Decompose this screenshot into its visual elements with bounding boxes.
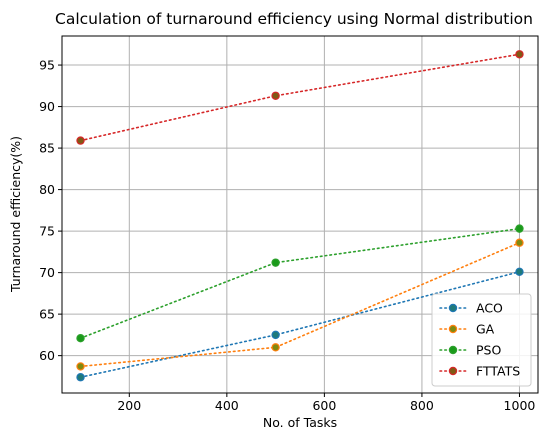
data-point-ga bbox=[271, 343, 280, 352]
legend-marker bbox=[448, 366, 458, 376]
legend-item-aco: ACO bbox=[439, 301, 503, 316]
data-point-fttats bbox=[76, 136, 85, 145]
data-point-ga bbox=[76, 362, 85, 371]
series-line-fttats bbox=[79, 53, 521, 142]
y-tick-label: 70 bbox=[39, 265, 55, 280]
data-point-aco bbox=[271, 330, 280, 340]
y-tick-label: 85 bbox=[39, 141, 55, 156]
y-tick-label: 75 bbox=[39, 224, 55, 239]
legend-label: PSO bbox=[476, 343, 501, 358]
x-axis-label: No. of Tasks bbox=[263, 415, 337, 430]
x-tick-label: 600 bbox=[312, 398, 336, 413]
series-line-aco bbox=[79, 270, 521, 379]
series-fttats bbox=[76, 50, 524, 145]
data-point-fttats bbox=[515, 50, 524, 59]
y-tick-label: 65 bbox=[39, 307, 55, 322]
y-tick-label: 90 bbox=[39, 99, 55, 114]
y-tick-label: 80 bbox=[39, 182, 55, 197]
axis-ticks: 200 400 600 800 1000 60 65 70 75 80 85 90 95 bbox=[39, 58, 535, 413]
chart-title: Calculation of turnaround efficiency usi… bbox=[55, 10, 533, 28]
x-tick-label: 1000 bbox=[504, 398, 536, 413]
legend-marker bbox=[448, 324, 458, 334]
series-ga bbox=[76, 238, 524, 371]
legend-marker bbox=[448, 303, 458, 313]
legend-label: FTTATS bbox=[476, 364, 520, 379]
series-layer bbox=[76, 50, 524, 382]
legend: ACO GA PSO FTTATS bbox=[431, 293, 532, 387]
data-point-aco bbox=[515, 267, 524, 276]
legend-item-pso: PSO bbox=[439, 343, 501, 358]
legend-marker bbox=[448, 345, 458, 355]
legend-label: GA bbox=[476, 322, 495, 337]
legend-label: ACO bbox=[476, 301, 503, 316]
data-point-ga bbox=[515, 238, 524, 247]
series-aco bbox=[76, 267, 524, 382]
x-tick-label: 200 bbox=[117, 398, 141, 413]
legend-box bbox=[431, 293, 532, 387]
plot-frame bbox=[61, 35, 539, 394]
y-tick-label: 60 bbox=[39, 348, 55, 363]
y-tick-label: 95 bbox=[39, 58, 55, 73]
data-point-pso bbox=[76, 334, 85, 343]
data-point-pso bbox=[515, 224, 524, 233]
data-point-aco bbox=[76, 373, 85, 382]
y-axis-label: Turnaround efficiency(%) bbox=[8, 136, 23, 293]
x-tick-label: 400 bbox=[215, 398, 239, 413]
data-point-pso bbox=[271, 258, 280, 267]
data-point-fttats bbox=[271, 91, 280, 100]
x-tick-label: 800 bbox=[410, 398, 434, 413]
legend-item-ga: GA bbox=[439, 322, 495, 337]
legend-item-fttats: FTTATS bbox=[439, 364, 520, 379]
series-pso bbox=[76, 224, 524, 343]
